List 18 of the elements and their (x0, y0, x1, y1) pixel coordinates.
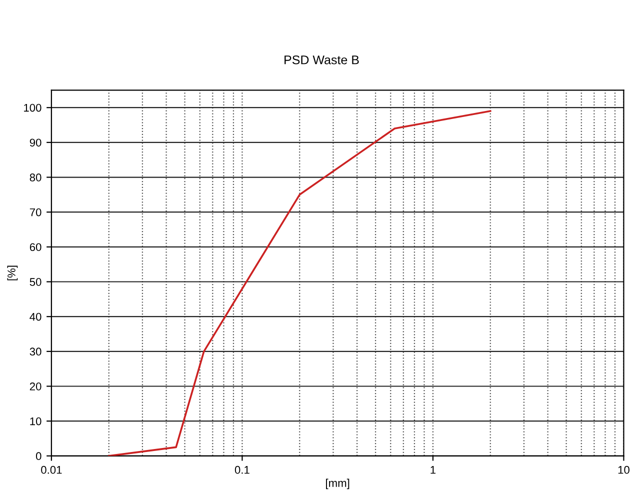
y-tick-label: 80 (30, 174, 42, 182)
x-tick-label: 1 (430, 466, 436, 474)
chart-title: PSD Waste B (284, 55, 359, 64)
x-axis-title: [mm] (326, 478, 350, 490)
y-axis-title: [%] (7, 266, 18, 280)
x-tick-label: 10 (618, 466, 630, 474)
y-tick-label: 70 (30, 208, 42, 216)
y-tick-label: 60 (30, 243, 42, 252)
x-tick-label: 0.1 (234, 466, 250, 474)
x-tick-label: 0.01 (41, 466, 62, 474)
y-tick-label: 40 (30, 312, 42, 321)
y-tick-label: 0 (36, 452, 42, 460)
y-tick-label: 20 (30, 382, 42, 390)
y-tick-label: 90 (30, 138, 42, 147)
y-tick-label: 30 (30, 348, 42, 356)
y-tick-label: 100 (24, 104, 42, 112)
y-tick-label: 10 (30, 417, 42, 426)
y-tick-label: 50 (30, 278, 42, 286)
